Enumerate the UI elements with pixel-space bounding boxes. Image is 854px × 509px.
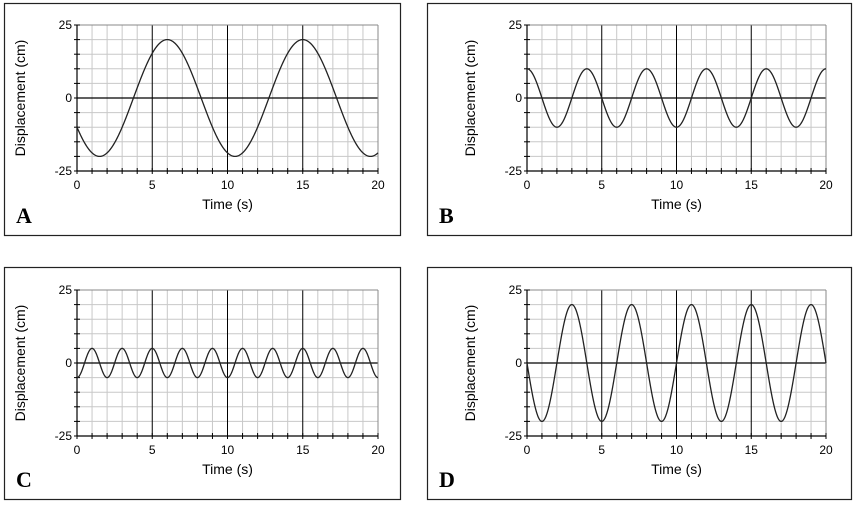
y-tick-label: -25 bbox=[505, 164, 523, 178]
x-tick-label: 5 bbox=[149, 178, 156, 192]
x-tick-label: 5 bbox=[149, 443, 156, 457]
panel-border bbox=[426, 2, 853, 237]
panel-letter: B bbox=[439, 203, 454, 228]
x-tick-label: 0 bbox=[74, 178, 81, 192]
y-tick-label: 0 bbox=[515, 356, 522, 370]
x-axis-title: Time (s) bbox=[202, 196, 253, 212]
y-tick-label: -25 bbox=[505, 429, 523, 443]
y-tick-label: 25 bbox=[59, 18, 73, 32]
panel-border bbox=[426, 266, 853, 501]
displacement-curve bbox=[526, 68, 827, 128]
x-tick-label: 10 bbox=[670, 443, 684, 457]
panel-letter: D bbox=[439, 467, 455, 492]
y-tick-label: 0 bbox=[65, 91, 72, 105]
x-tick-label: 0 bbox=[524, 443, 531, 457]
x-tick-label: 0 bbox=[74, 443, 81, 457]
panel-border bbox=[3, 266, 402, 501]
x-tick-label: 0 bbox=[524, 178, 531, 192]
y-tick-label: 25 bbox=[509, 18, 523, 32]
x-tick-label: 10 bbox=[221, 178, 235, 192]
panel-border bbox=[3, 2, 402, 237]
y-axis-title: Displacement (cm) bbox=[462, 305, 478, 422]
panel-letter: A bbox=[16, 203, 32, 228]
x-tick-label: 20 bbox=[819, 178, 833, 192]
x-tick-label: 20 bbox=[819, 443, 833, 457]
x-tick-label: 10 bbox=[221, 443, 235, 457]
x-tick-label: 15 bbox=[296, 178, 310, 192]
displacement-curve bbox=[76, 347, 379, 379]
x-tick-label: 5 bbox=[598, 443, 605, 457]
x-tick-label: 20 bbox=[371, 443, 385, 457]
displacement-curve bbox=[526, 303, 827, 423]
x-axis-title: Time (s) bbox=[651, 461, 702, 477]
y-tick-label: -25 bbox=[55, 164, 73, 178]
x-tick-label: 10 bbox=[670, 178, 684, 192]
y-axis-title: Displacement (cm) bbox=[12, 305, 28, 422]
x-tick-label: 5 bbox=[598, 178, 605, 192]
x-axis-title: Time (s) bbox=[202, 461, 253, 477]
x-tick-label: 15 bbox=[296, 443, 310, 457]
y-tick-label: 0 bbox=[515, 91, 522, 105]
y-tick-label: 25 bbox=[59, 283, 73, 297]
y-axis-title: Displacement (cm) bbox=[12, 40, 28, 157]
x-tick-label: 15 bbox=[745, 443, 759, 457]
y-tick-label: -25 bbox=[55, 429, 73, 443]
y-tick-label: 0 bbox=[65, 356, 72, 370]
x-tick-label: 15 bbox=[745, 178, 759, 192]
x-tick-label: 20 bbox=[371, 178, 385, 192]
panel-letter: C bbox=[16, 467, 32, 492]
y-axis-title: Displacement (cm) bbox=[462, 40, 478, 157]
x-axis-title: Time (s) bbox=[651, 196, 702, 212]
displacement-curve bbox=[76, 38, 379, 158]
y-tick-label: 25 bbox=[509, 283, 523, 297]
